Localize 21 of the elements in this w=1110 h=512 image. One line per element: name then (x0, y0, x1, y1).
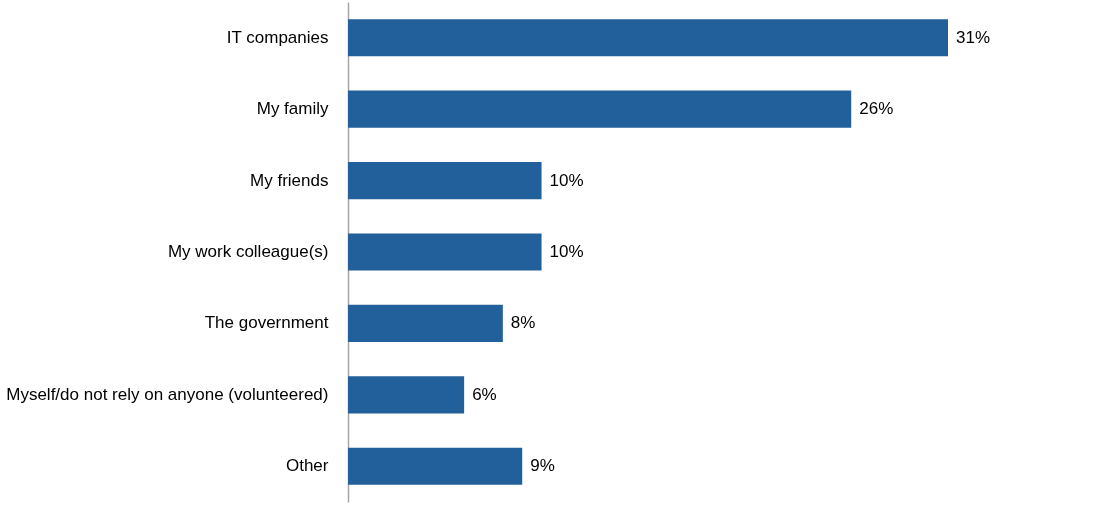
y-tick-label: Other (285, 456, 329, 476)
bar (348, 233, 542, 271)
data-label: 26% (859, 99, 894, 119)
y-tick-label: My work colleague(s) (167, 242, 329, 261)
y-tick-label: My friends (250, 170, 329, 190)
data-label: 31% (956, 27, 991, 47)
data-label: 6% (472, 384, 497, 404)
y-tick-label: The government (204, 313, 329, 333)
bar (348, 376, 465, 414)
data-label: 10% (549, 170, 584, 190)
bar (348, 304, 503, 342)
bar (348, 162, 542, 200)
data-label: 8% (510, 313, 536, 333)
data-label: 9% (530, 456, 555, 476)
bar (348, 19, 948, 57)
bar (348, 90, 852, 128)
y-tick-label: Myself/do not rely on anyone (volunteered) (6, 384, 329, 404)
y-tick-label: IT companies (226, 27, 329, 47)
bar (348, 447, 523, 485)
y-tick-label: My family (256, 99, 329, 119)
data-label: 10% (549, 242, 584, 261)
